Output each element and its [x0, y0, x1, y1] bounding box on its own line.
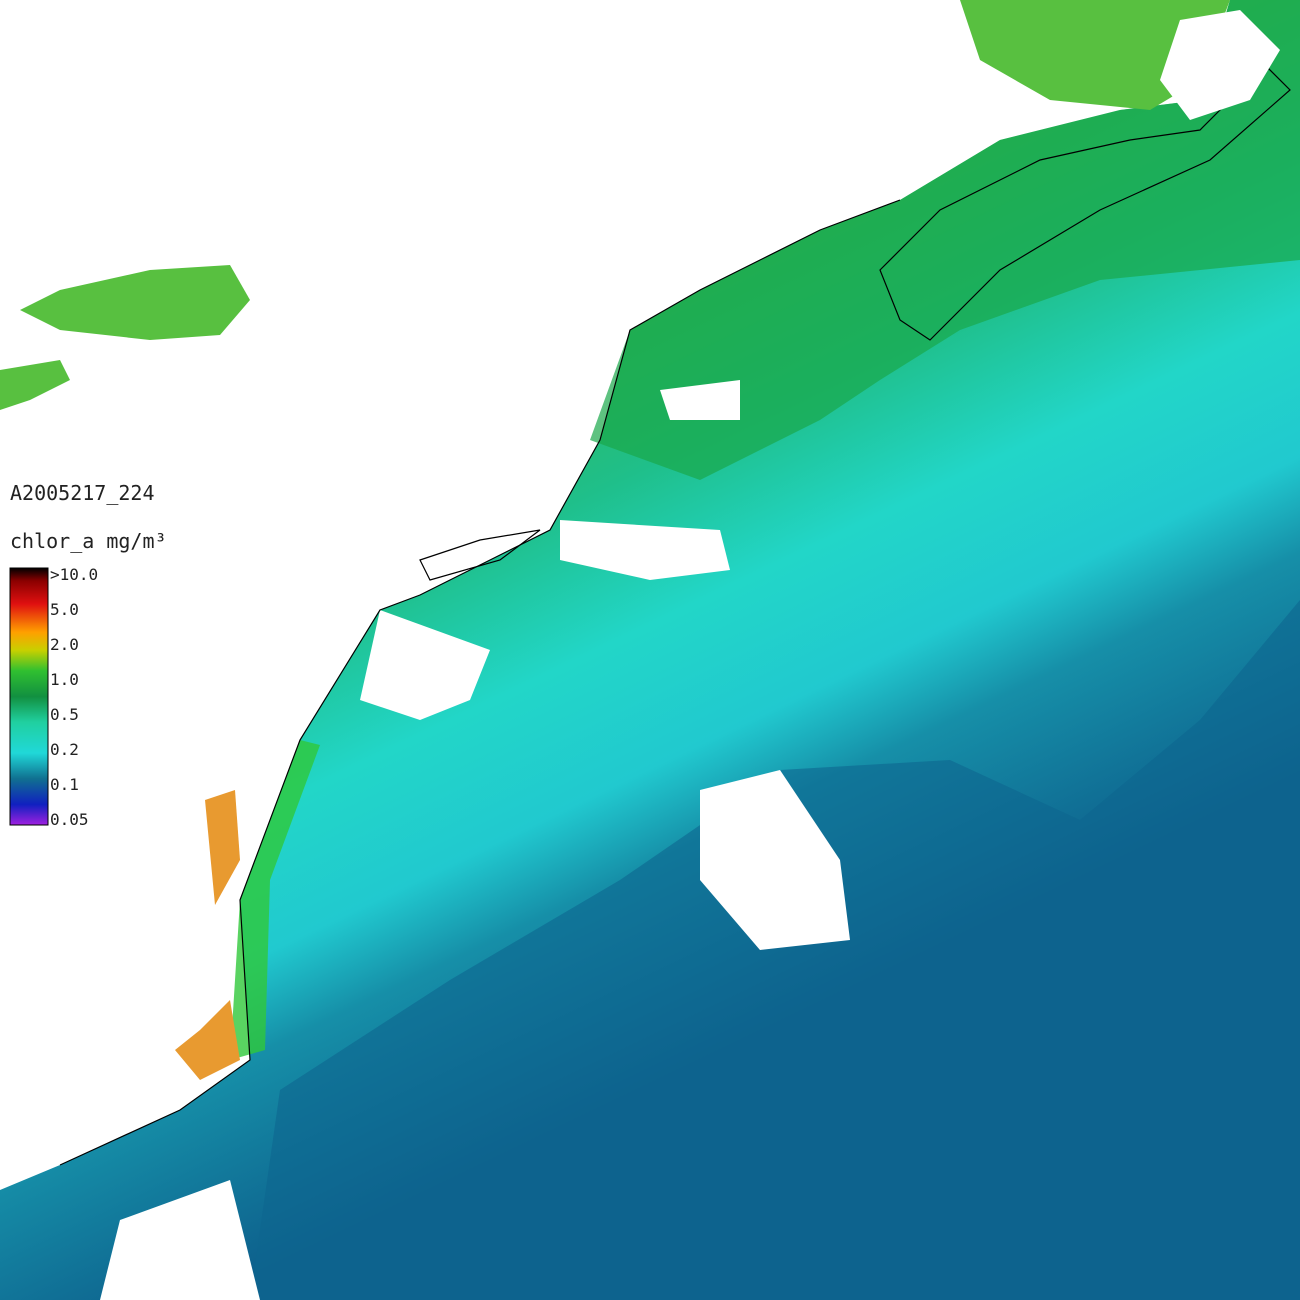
colorbar: [9, 567, 49, 826]
chesapeake-bay: [205, 790, 240, 905]
coastal-strip: [230, 740, 320, 1060]
cloud: [700, 770, 850, 950]
cloud: [100, 1180, 260, 1300]
cloud: [360, 610, 490, 720]
coastal-high-chlorophyll: [590, 0, 1300, 480]
legend-label: 1.0: [50, 670, 79, 689]
legend-label: 0.1: [50, 775, 79, 794]
cloud: [660, 380, 740, 420]
oligotrophic-waters: [250, 600, 1300, 1300]
legend-label: 0.5: [50, 705, 79, 724]
coastline: [59, 199, 901, 1166]
legend-label: 5.0: [50, 600, 79, 619]
land: [1160, 10, 1280, 120]
legend-label: 2.0: [50, 635, 79, 654]
cloud: [560, 520, 730, 580]
pamlico-sound: [175, 1000, 240, 1080]
product-id: A2005217_224: [10, 481, 155, 505]
legend-labels: >10.0 5.0 2.0 1.0 0.5 0.2 0.1 0.05: [50, 565, 98, 829]
legend-label: >10.0: [50, 565, 98, 584]
island: [0, 360, 70, 410]
land: [879, 59, 1291, 341]
legend-label: 0.05: [50, 810, 89, 829]
island: [20, 265, 250, 340]
legend-label: 0.2: [50, 740, 79, 759]
legend-title: chlor_a mg/m³: [10, 529, 167, 553]
